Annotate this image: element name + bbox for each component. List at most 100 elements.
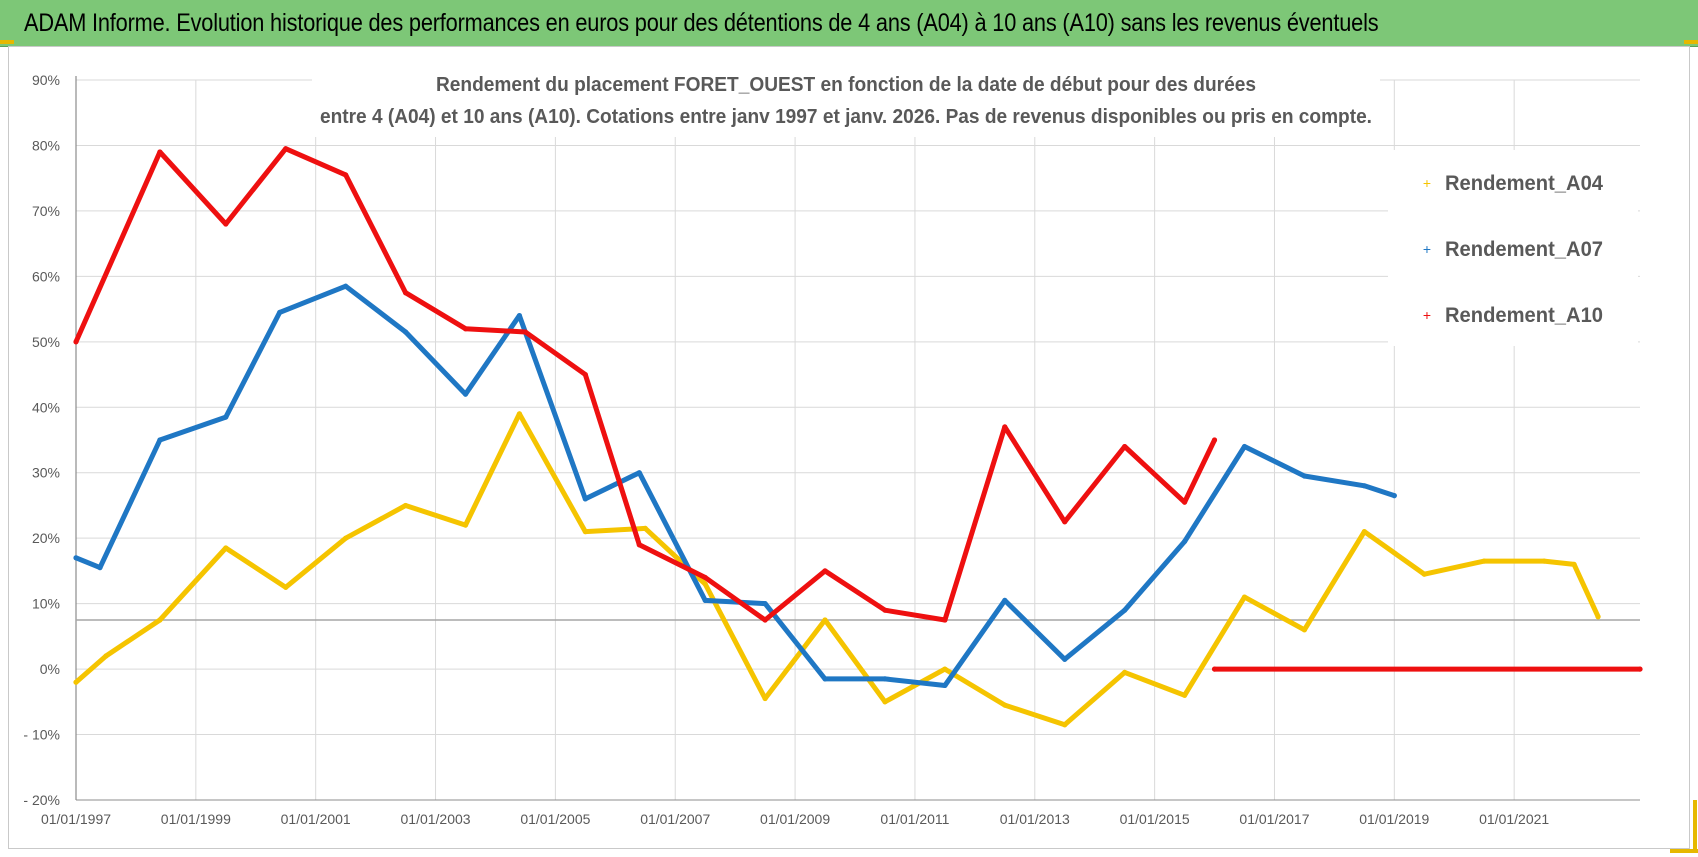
data-point-rendement_a07 [462,391,469,397]
data-point-rendement_a04 [1595,614,1601,620]
data-point-rendement_a04 [1361,529,1367,535]
data-point-rendement_a10 [1122,443,1128,450]
legend-marker-a07: + [1423,241,1431,257]
data-point-rendement_a07 [97,565,103,571]
x-tick-label: 01/01/1999 [161,811,231,827]
x-tick-label: 01/01/2017 [1239,811,1309,827]
data-point-rendement_a10 [223,221,229,227]
data-point-rendement_a07 [636,470,642,476]
x-tick-labels: 01/01/1997 01/01/1999 01/01/2001 01/01/2003… [41,811,1549,827]
data-point-rendement_a07 [1301,473,1308,479]
data-point-rendement_a04 [283,584,289,590]
legend-label-a10: Rendement_A10 [1445,304,1603,327]
data-point-rendement_a10 [1211,666,1218,672]
data-point-rendement_a10 [1062,519,1068,525]
data-point-rendement_a10 [402,290,409,296]
data-point-rendement_a04 [1541,558,1547,564]
data-point-rendement_a07 [1391,493,1397,499]
data-point-rendement_a07 [516,313,523,319]
y-tick-label: - 20% [23,792,60,808]
data-point-rendement_a04 [73,679,79,685]
data-point-rendement_a10 [1637,666,1643,672]
y-tick-labels: - 20% - 10% 0% 10% 20% 30% 40% 50% 60% 70% 80% 90% [23,72,60,808]
chart-title-line2: entre 4 (A04) et 10 ans (A10). Cotations… [320,106,1372,128]
data-point-rendement_a07 [1002,597,1008,603]
data-point-rendement_a04 [702,581,708,587]
data-point-rendement_a10 [582,371,588,378]
data-point-rendement_a07 [157,437,163,443]
data-point-rendement_a07 [1181,538,1188,545]
x-tick-label: 01/01/2015 [1120,811,1190,827]
banner-title: ADAM Informe. Evolution historique des p… [24,9,1379,37]
data-point-rendement_a10 [882,607,888,613]
x-tick-label: 01/01/2013 [1000,811,1070,827]
legend-marker-a04: + [1423,175,1431,191]
vertical-gridlines [75,80,1515,800]
data-point-rendement_a04 [343,535,349,541]
y-tick-label: 10% [32,596,60,612]
x-tick-label: 01/01/2005 [520,811,590,827]
y-tick-label: 40% [32,399,60,415]
legend: + Rendement_A04 + Rendement_A07 + Rendem… [1388,150,1638,346]
data-point-rendement_a10 [462,326,469,332]
data-point-rendement_a07 [1361,483,1367,489]
chart-frame [8,46,1690,849]
chart-title-line1: Rendement du placement FORET_OUEST en fo… [436,74,1256,96]
data-point-rendement_a10 [636,542,642,548]
legend-marker-a10: + [1423,307,1431,323]
data-point-rendement_a07 [942,682,948,689]
legend-background [1388,150,1638,346]
data-point-rendement_a04 [582,529,588,535]
corner-accent-bottom-right [1670,849,1698,853]
legend-label-a07: Rendement_A07 [1445,238,1603,261]
data-point-rendement_a04 [1181,692,1188,698]
data-point-rendement_a10 [73,339,79,345]
y-tick-label: 50% [32,334,60,350]
data-point-rendement_a10 [1002,424,1008,430]
data-point-rendement_a07 [762,601,768,607]
series-group [73,146,1643,728]
y-tick-label: 70% [32,203,60,219]
data-point-rendement_a10 [1181,499,1188,505]
data-point-rendement_a07 [1241,443,1248,450]
data-point-rendement_a10 [762,617,768,623]
series-line-rendement_a07 [73,283,1397,688]
y-tick-label: 0% [40,661,60,677]
x-tick-label: 01/01/2011 [880,811,949,827]
data-point-rendement_a10 [343,172,349,178]
data-point-rendement_a04 [1571,561,1577,567]
data-point-rendement_a07 [73,555,79,561]
data-point-rendement_a10 [522,329,529,335]
data-point-rendement_a07 [277,309,283,315]
data-point-rendement_a04 [822,617,828,623]
data-point-rendement_a04 [1062,722,1068,728]
y-tick-label: 90% [32,72,60,88]
data-point-rendement_a04 [1122,669,1128,675]
data-point-rendement_a07 [822,676,828,682]
data-point-rendement_a04 [762,695,768,702]
data-point-rendement_a04 [1421,571,1427,577]
data-point-rendement_a10 [157,149,163,155]
series-line-rendement_a10 [73,146,1217,623]
data-point-rendement_a04 [642,525,648,531]
x-tick-label: 01/01/2003 [401,811,471,827]
y-tick-label: 80% [32,137,60,153]
data-point-rendement_a04 [1002,702,1008,708]
y-tick-label: 20% [32,530,60,546]
data-point-rendement_a07 [882,676,888,682]
data-point-rendement_a10 [942,617,948,623]
y-tick-label: 60% [32,268,60,284]
data-point-rendement_a04 [1301,627,1308,633]
data-point-rendement_a04 [1481,558,1487,564]
series-line-rendement_a04 [73,411,1601,728]
title-banner: ADAM Informe. Evolution historique des p… [0,0,1698,47]
data-point-rendement_a07 [343,283,349,289]
data-point-rendement_a04 [1241,594,1248,600]
chart-title-background [312,67,1380,137]
data-point-rendement_a04 [402,502,409,509]
data-point-rendement_a10 [822,568,828,574]
data-point-rendement_a07 [402,329,409,335]
data-point-rendement_a04 [942,666,948,672]
corner-accent-top-left [0,40,14,44]
